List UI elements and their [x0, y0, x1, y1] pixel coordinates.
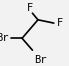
Text: F: F: [27, 3, 33, 13]
Text: Br: Br: [0, 33, 8, 43]
Text: F: F: [57, 18, 63, 28]
Text: Br: Br: [34, 55, 47, 65]
